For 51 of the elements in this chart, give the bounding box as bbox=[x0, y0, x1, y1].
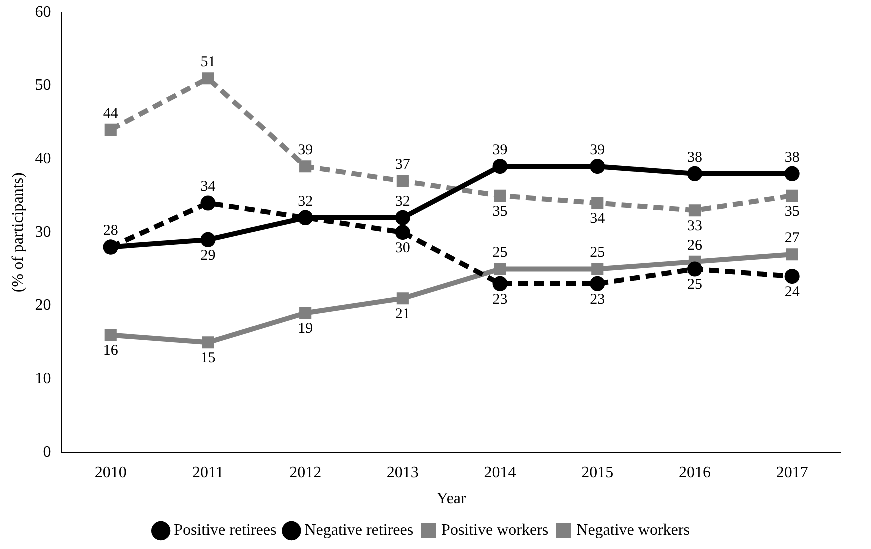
data-label: 34 bbox=[200, 179, 216, 196]
data-label: 39 bbox=[590, 142, 606, 159]
data-label: 15 bbox=[200, 350, 216, 367]
data-label: 28 bbox=[103, 223, 118, 240]
x-tick-label: 2014 bbox=[484, 464, 516, 482]
y-tick-label: 50 bbox=[35, 77, 52, 94]
data-label: 23 bbox=[590, 292, 606, 308]
data-label: 19 bbox=[298, 321, 314, 338]
legend-label: Negative workers bbox=[576, 522, 690, 540]
data-label: 30 bbox=[395, 240, 410, 257]
data-label: 44 bbox=[103, 106, 119, 122]
data-label: 38 bbox=[687, 150, 702, 166]
y-tick-label: 60 bbox=[35, 4, 52, 21]
data-label: 51 bbox=[200, 54, 216, 71]
y-tick-label: 0 bbox=[43, 444, 52, 461]
x-tick-label: 2017 bbox=[776, 464, 808, 482]
data-label: 33 bbox=[687, 218, 702, 235]
legend-label: Positive retirees bbox=[174, 522, 277, 540]
data-label: 24 bbox=[784, 284, 800, 301]
y-tick-label: 10 bbox=[35, 370, 52, 388]
data-label: 21 bbox=[395, 306, 410, 323]
data-label: 32 bbox=[298, 194, 314, 210]
data-label: 25 bbox=[687, 277, 702, 294]
data-label: 39 bbox=[492, 142, 508, 159]
data-label: 23 bbox=[492, 292, 508, 308]
data-label: 26 bbox=[687, 238, 703, 254]
legend-label: Positive workers bbox=[442, 522, 549, 540]
data-label: 37 bbox=[395, 157, 411, 174]
x-tick-label: 2010 bbox=[94, 464, 127, 482]
data-label: 38 bbox=[784, 150, 800, 166]
x-axis-title: Year bbox=[436, 490, 468, 508]
y-tick-label: 40 bbox=[35, 150, 52, 168]
data-label: 25 bbox=[492, 245, 508, 262]
x-tick-label: 2012 bbox=[290, 464, 322, 482]
data-label: 32 bbox=[395, 194, 410, 210]
y-tick-label: 20 bbox=[35, 297, 52, 314]
y-axis-title: (% of participants) bbox=[10, 172, 27, 293]
data-label: 39 bbox=[298, 142, 314, 159]
x-tick-label: 2015 bbox=[582, 464, 614, 482]
data-label: 29 bbox=[200, 248, 216, 264]
x-tick-label: 2013 bbox=[386, 464, 419, 482]
data-label: 27 bbox=[784, 230, 800, 247]
data-label: 16 bbox=[103, 343, 119, 360]
legend-label: Negative retirees bbox=[304, 522, 414, 540]
data-label: 25 bbox=[590, 245, 606, 262]
data-label: 35 bbox=[784, 204, 800, 220]
x-tick-label: 2011 bbox=[192, 464, 224, 482]
data-label: 35 bbox=[492, 204, 508, 220]
y-tick-label: 30 bbox=[35, 224, 52, 241]
x-tick-label: 2016 bbox=[678, 464, 711, 482]
data-label: 34 bbox=[590, 211, 606, 228]
